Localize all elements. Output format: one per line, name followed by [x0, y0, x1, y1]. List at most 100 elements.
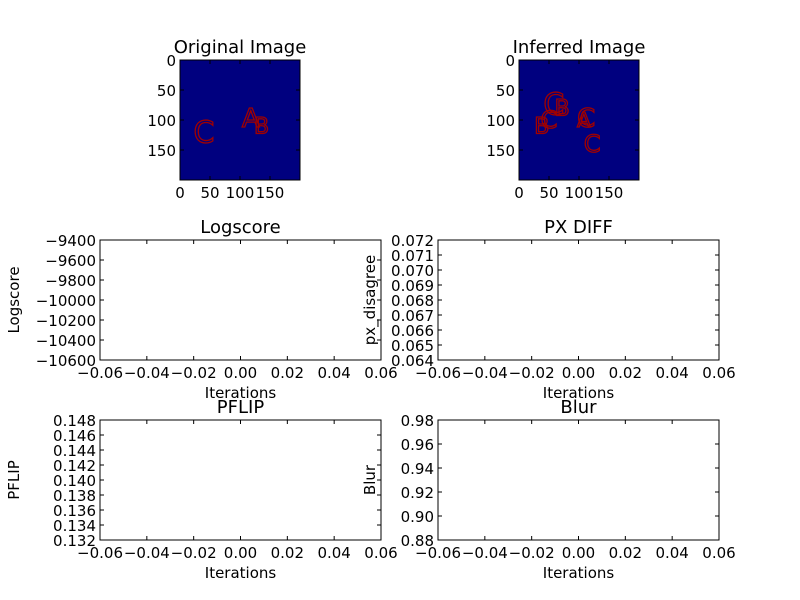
y-tick-label: 0.065	[391, 337, 434, 355]
x-tick-label: −0.06	[415, 544, 461, 562]
x-tick-label: 0.04	[655, 364, 688, 382]
y-tick-label: 0.90	[401, 508, 434, 526]
y-tick-label: 100	[147, 112, 176, 130]
y-tick-label: 0.068	[391, 292, 434, 310]
x-tick-label: 0.06	[364, 544, 397, 562]
axes-frame	[99, 419, 382, 541]
glyph-letter: B	[534, 115, 549, 140]
y-tick-label: 0.071	[391, 247, 434, 265]
y-tick-label: 0.146	[53, 427, 96, 445]
y-tick-label: 0.140	[53, 472, 96, 490]
y-tick-label: 150	[486, 142, 515, 160]
y-tick-label: 0.148	[53, 412, 96, 430]
x-axis-label: Iterations	[543, 564, 615, 582]
x-tick-label: 0.02	[609, 364, 642, 382]
y-tick-label: 0.94	[401, 460, 434, 478]
glyph-letter: C	[577, 104, 595, 134]
y-tick-label: 50	[496, 82, 515, 100]
x-tick-label: −0.02	[509, 364, 555, 382]
y-tick-label: 0.144	[53, 442, 96, 460]
y-tick-label: 0.064	[391, 352, 434, 370]
chart-title: Original Image	[174, 37, 307, 58]
axes-frame	[437, 239, 720, 361]
glyph-letter: C	[194, 116, 215, 151]
y-tick-label: 0.88	[401, 532, 434, 550]
x-axis-label: Iterations	[205, 564, 277, 582]
chart-panel-6: Blur −0.06 −0.04 −0.02 0.00 0.02 0.04 0.06 0.98 0…	[361, 397, 736, 582]
x-tick-label: 0.04	[317, 544, 350, 562]
x-tick-label: 150	[256, 184, 285, 202]
x-tick-label: 0.06	[702, 544, 735, 562]
chart-title: PX DIFF	[544, 217, 613, 238]
y-tick-label: −10000	[36, 292, 96, 310]
glyph-letter: B	[555, 97, 570, 122]
x-tick-label: −0.04	[124, 544, 170, 562]
y-tick-label: −9800	[45, 272, 96, 290]
y-tick-label: 0.134	[53, 517, 96, 535]
x-tick-label: 0.02	[271, 364, 304, 382]
y-tick-label: 0	[166, 52, 176, 70]
x-tick-label: 100	[565, 184, 594, 202]
x-tick-label: 0.02	[609, 544, 642, 562]
glyph-letter: C	[584, 130, 601, 158]
x-tick-label: 0.04	[655, 544, 688, 562]
y-tick-label: 0.067	[391, 307, 434, 325]
x-axis-label: Iterations	[543, 384, 615, 402]
image-background	[519, 60, 639, 180]
x-tick-label: 100	[226, 184, 255, 202]
y-tick-label: 0.142	[53, 457, 96, 475]
y-tick-label: 150	[147, 142, 176, 160]
y-tick-label: 0.069	[391, 277, 434, 295]
x-tick-label: −0.04	[124, 364, 170, 382]
x-tick-label: −0.02	[171, 364, 217, 382]
y-tick-label: −10600	[36, 352, 96, 370]
x-tick-label: 0.04	[317, 364, 350, 382]
chart-panel-5: PFLIP −0.06 −0.04 −0.02 0.00 0.02 0.04 0.06 0.14…	[5, 397, 398, 582]
chart-title: Logscore	[200, 217, 281, 238]
chart-title: PFLIP	[217, 397, 265, 418]
x-tick-label: −0.06	[415, 364, 461, 382]
chart-panel-3: Logscore −0.06 −0.04 −0.02 0.00 0.02 0.04 0.06 −…	[5, 217, 398, 402]
y-tick-label: 0.96	[401, 436, 434, 454]
image-background	[180, 60, 300, 180]
x-tick-label: 0.00	[562, 544, 595, 562]
glyph-letter: A	[577, 108, 591, 132]
x-tick-label: −0.06	[77, 544, 123, 562]
y-tick-label: 0.136	[53, 502, 96, 520]
chart-title: Inferred Image	[513, 37, 646, 58]
y-tick-label: 0.92	[401, 484, 434, 502]
x-tick-label: −0.06	[77, 364, 123, 382]
glyph-letter: A	[242, 104, 260, 134]
axes-frame	[99, 239, 382, 361]
y-axis-label: px_disagree	[361, 255, 380, 345]
y-tick-label: 0.072	[391, 232, 434, 250]
x-tick-label: 50	[539, 184, 558, 202]
y-tick-label: −10400	[36, 332, 96, 350]
chart-panel-4: PX DIFF−0.06 −0.04 −0.02 0.00 0.02 0.04 0.060.…	[361, 217, 736, 402]
chart-title: Blur	[560, 397, 597, 418]
y-tick-label: 0.066	[391, 322, 434, 340]
x-tick-label: 0.00	[224, 364, 257, 382]
x-tick-label: 0.02	[271, 544, 304, 562]
glyph-letter: C	[541, 106, 558, 134]
y-tick-label: −9600	[45, 252, 96, 270]
y-tick-label: 50	[157, 82, 176, 100]
x-tick-label: 0	[175, 184, 185, 202]
x-tick-label: −0.04	[462, 544, 508, 562]
glyph-letter: B	[254, 115, 269, 140]
y-tick-label: −10200	[36, 312, 96, 330]
x-tick-label: 0.06	[364, 364, 397, 382]
y-tick-label: 0.132	[53, 532, 96, 550]
y-tick-label: 0.138	[53, 487, 96, 505]
x-tick-label: 0.00	[562, 364, 595, 382]
y-axis-label: Blur	[361, 464, 379, 495]
x-tick-label: −0.02	[171, 544, 217, 562]
y-axis-label: PFLIP	[5, 460, 23, 500]
x-tick-label: 0	[514, 184, 524, 202]
glyph-letter: C	[543, 88, 564, 123]
x-tick-label: −0.02	[509, 544, 555, 562]
y-tick-label: −9400	[45, 232, 96, 250]
